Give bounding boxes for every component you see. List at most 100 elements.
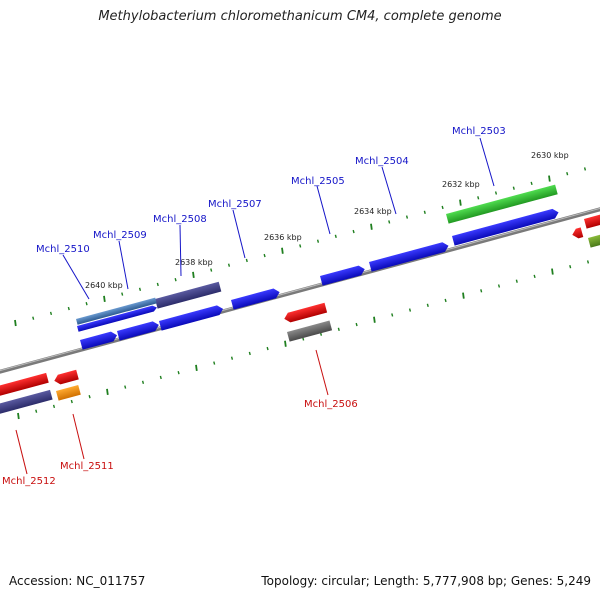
- scale-tick: [459, 199, 462, 206]
- scale-tick: [177, 370, 180, 375]
- feature-mchl-2512-red[interactable]: [0, 372, 49, 397]
- scale-tick: [17, 412, 20, 420]
- scale-tick: [533, 274, 536, 279]
- gene-label-mchl-2510[interactable]: Mchl_2510: [36, 244, 90, 255]
- feature-mchl-2506-gray[interactable]: [287, 320, 333, 342]
- scale-tick: [569, 265, 572, 269]
- scale-tick: [370, 223, 373, 230]
- leader-line: [72, 413, 85, 460]
- feature-mchl-2512[interactable]: [0, 389, 53, 415]
- scale-tick: [281, 247, 284, 254]
- feature-mchl-2503[interactable]: [446, 184, 558, 224]
- scale-tick: [284, 340, 287, 347]
- gene-label-mchl-2512[interactable]: Mchl_2512: [2, 476, 56, 487]
- scale-tick: [586, 260, 590, 264]
- leader-line: [232, 209, 246, 259]
- scale-tick: [230, 356, 234, 360]
- scale-tick: [299, 244, 302, 248]
- scale-tick: [174, 277, 177, 282]
- scale-tick: [245, 258, 248, 263]
- scale-tick: [408, 308, 412, 312]
- scale-tick: [391, 313, 394, 317]
- genome-stats-text: Topology: circular; Length: 5,777,908 bp…: [261, 574, 591, 588]
- feature-edge-red-small[interactable]: [571, 227, 584, 239]
- scale-tick: [583, 167, 587, 171]
- scale-tick: [426, 303, 429, 307]
- feature-edge-red[interactable]: [584, 213, 600, 229]
- accession-text: Accession: NC_011757: [9, 574, 146, 588]
- leader-line: [62, 254, 90, 300]
- scale-tick: [248, 351, 251, 356]
- scale-tick: [373, 316, 376, 323]
- gene-label-mchl-2509[interactable]: Mchl_2509: [93, 230, 147, 241]
- gene-label-mchl-2505[interactable]: Mchl_2505: [291, 176, 345, 187]
- feature-mchl-2508-upper[interactable]: [155, 281, 222, 309]
- leader-line: [15, 429, 28, 475]
- scale-ticks-outer: [14, 167, 587, 327]
- gene-label-mchl-2507[interactable]: Mchl_2507: [208, 199, 262, 210]
- feature-mchl-2508[interactable]: [159, 304, 224, 331]
- leader-line: [479, 137, 495, 187]
- map-title: Methylobacterium chloromethanicum CM4, c…: [98, 9, 502, 24]
- gene-label-mchl-2508[interactable]: Mchl_2508: [153, 214, 207, 225]
- scale-tick: [227, 263, 231, 267]
- leader-line: [316, 185, 331, 235]
- scale-label: 2636 kbp: [264, 233, 302, 242]
- scale-tick: [156, 282, 159, 287]
- leader-line: [315, 349, 329, 396]
- reverse-strand-track: [0, 302, 333, 415]
- scale-tick: [494, 191, 498, 195]
- scale-tick: [263, 253, 266, 258]
- feature-edge-olive[interactable]: [588, 233, 600, 248]
- feature-mchl-2504[interactable]: [369, 241, 450, 272]
- scale-tick: [67, 306, 70, 311]
- scale-tick: [530, 181, 533, 186]
- scale-tick: [138, 287, 142, 291]
- scale-tick: [441, 205, 444, 210]
- scale-label: 2634 kbp: [354, 207, 392, 216]
- scale-label: 2638 kbp: [175, 258, 213, 267]
- feature-mchl-2505[interactable]: [320, 264, 366, 286]
- feature-mchl-2510-upper[interactable]: [76, 297, 157, 325]
- scale-labels: 2630 kbp 2632 kbp 2634 kbp 2636 kbp 2638…: [85, 151, 569, 290]
- feature-mchl-2507[interactable]: [231, 287, 281, 310]
- scale-tick: [159, 375, 162, 380]
- scale-ticks-inner: [17, 260, 590, 420]
- scale-tick: [106, 388, 109, 396]
- feature-mchl-2510[interactable]: [80, 330, 118, 350]
- scale-tick: [210, 268, 213, 272]
- scale-tick: [124, 385, 127, 389]
- feature-mchl-2506[interactable]: [283, 302, 328, 324]
- feature-mchl-2503-cds[interactable]: [452, 208, 560, 246]
- scale-tick: [444, 298, 447, 303]
- scale-tick: [355, 322, 358, 327]
- leader-line: [118, 240, 129, 290]
- scale-tick: [103, 295, 106, 303]
- feature-mchl-2509[interactable]: [117, 320, 160, 341]
- scale-tick: [388, 220, 391, 224]
- scale-tick: [405, 215, 409, 219]
- gene-label-mchl-2503[interactable]: Mchl_2503: [452, 126, 506, 137]
- gene-label-mchl-2511[interactable]: Mchl_2511: [60, 461, 114, 472]
- feature-mchl-2511[interactable]: [56, 385, 81, 401]
- gene-label-mchl-2504[interactable]: Mchl_2504: [355, 156, 409, 167]
- scale-tick: [512, 186, 515, 190]
- feature-mchl-2510-thin[interactable]: [77, 305, 158, 332]
- leader-line: [179, 224, 182, 277]
- scale-tick: [266, 346, 269, 351]
- gene-label-mchl-2506[interactable]: Mchl_2506: [304, 399, 358, 410]
- scale-tick: [497, 284, 501, 288]
- scale-label: 2640 kbp: [85, 281, 123, 290]
- scale-tick: [213, 361, 216, 365]
- scale-tick: [423, 210, 426, 214]
- scale-tick: [14, 319, 17, 327]
- forward-strand-track: [76, 184, 600, 350]
- scale-tick: [334, 234, 337, 239]
- scale-tick: [195, 364, 198, 371]
- scale-tick: [515, 279, 518, 283]
- scale-tick: [566, 172, 569, 176]
- scale-tick: [548, 175, 551, 182]
- reverse-gene-labels: Mchl_2506 Mchl_2511 Mchl_2512: [2, 349, 358, 487]
- feature-mchl-2511-red[interactable]: [53, 369, 79, 386]
